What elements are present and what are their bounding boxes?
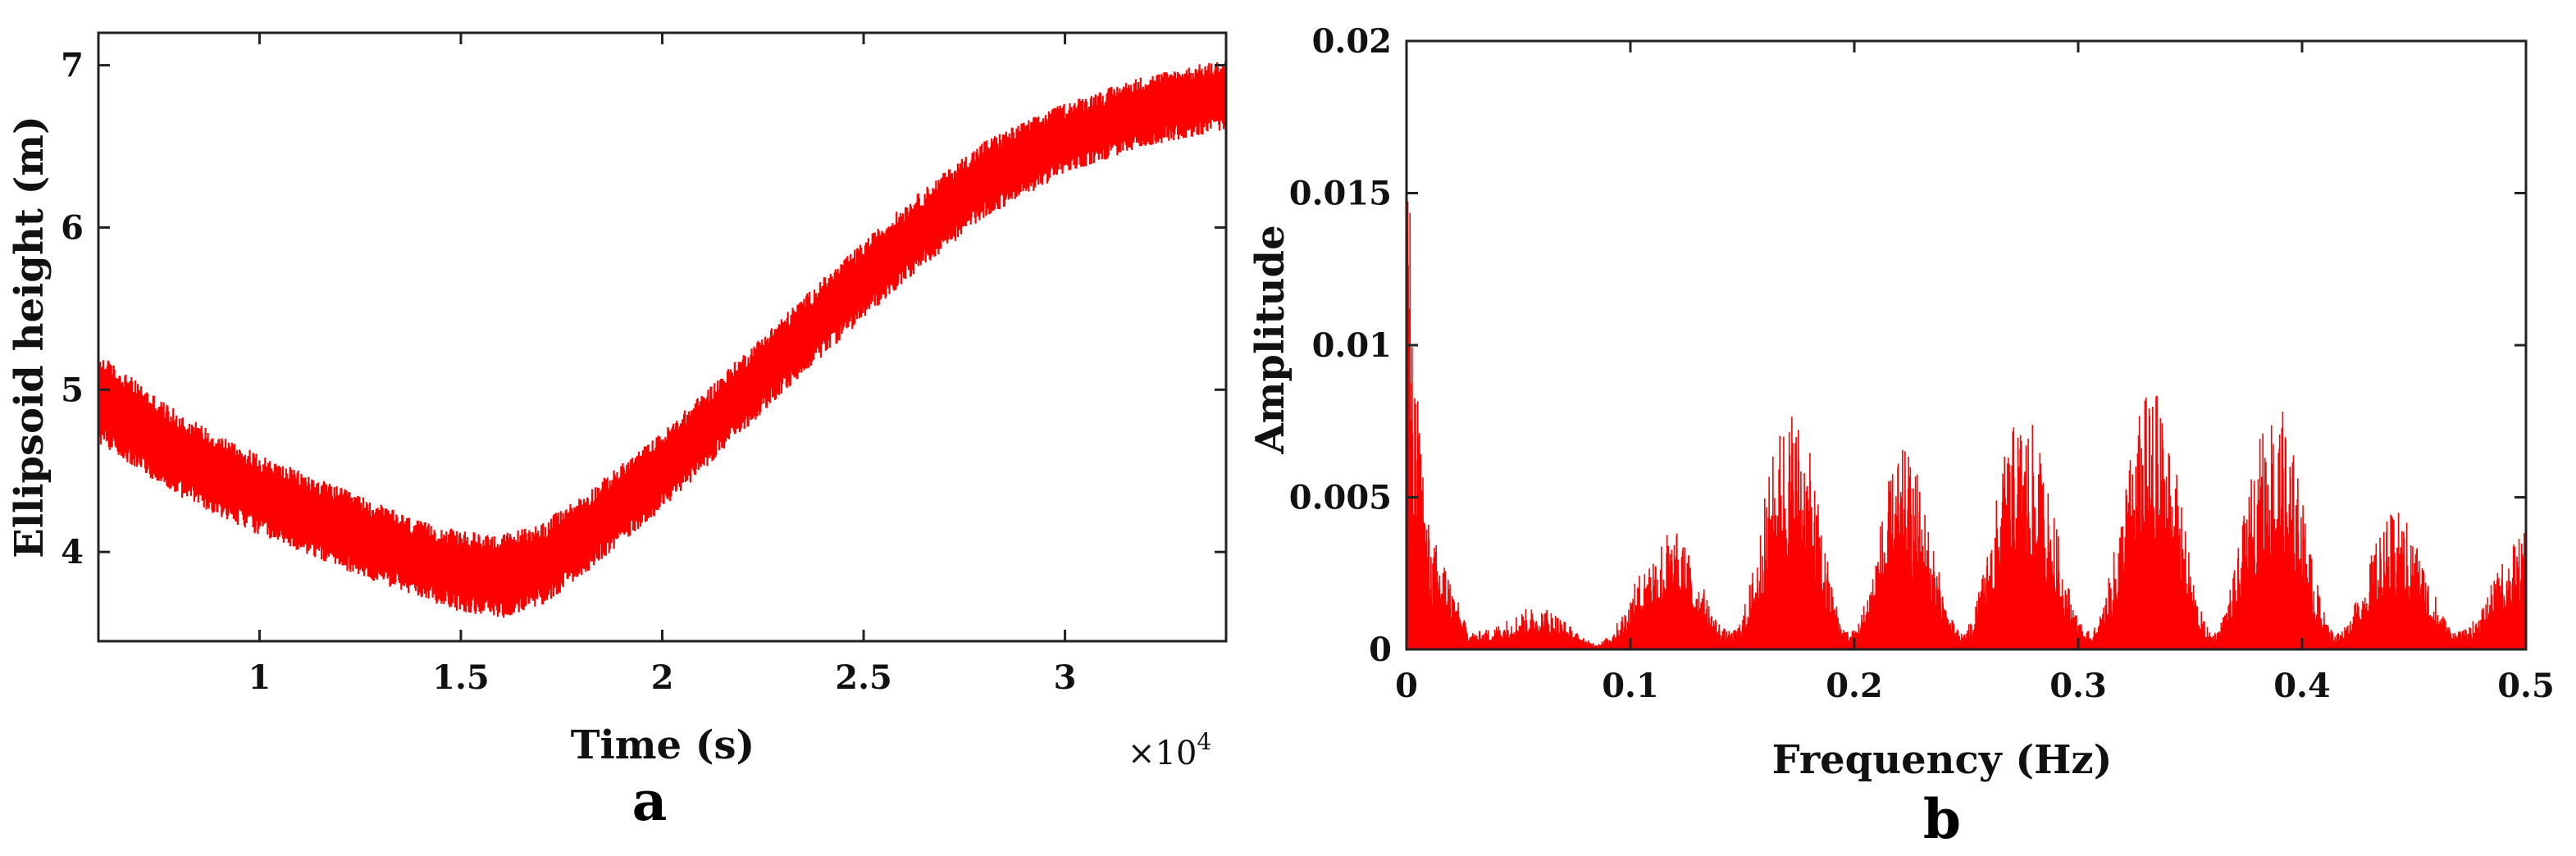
panel-a-y-tick-label: 7 <box>61 47 84 85</box>
panel-b-y-tick-label: 0.015 <box>1289 175 1392 213</box>
panel-a-x-multiplier: ×104 <box>1128 728 1211 772</box>
panel-b-x-tick-label: 0 <box>1395 667 1418 705</box>
panel-b-label: b <box>1923 787 1961 851</box>
panel-a-x-multiplier-base: ×10 <box>1128 735 1197 772</box>
panel-b-y-tick-label: 0.005 <box>1289 479 1392 517</box>
panel-a-x-tick-label: 2.5 <box>835 658 892 697</box>
panel-a-ticks: 1 1.5 2 2.5 3 4 5 6 7 <box>61 33 1226 697</box>
panel-b-x-tick-label: 0.5 <box>2497 667 2555 705</box>
panel-b-series-line <box>1406 201 2527 650</box>
panel-b-x-tick-label: 0.4 <box>2273 667 2331 705</box>
panel-b-x-tick-label: 0.2 <box>1826 667 1883 705</box>
panel-b-y-tick-label: 0.02 <box>1312 22 1392 61</box>
panel-b-y-tick-label: 0 <box>1369 631 1392 669</box>
panel-a-y-tick-label: 6 <box>61 208 84 247</box>
panel-a-y-tick-label: 4 <box>61 533 84 571</box>
panel-a-x-tick-label: 2 <box>651 658 674 697</box>
panel-b-x-tick-label: 0.3 <box>2049 667 2107 705</box>
panel-a-y-tick-label: 5 <box>61 371 84 409</box>
panel-b-x-axis-title: Frequency (Hz) <box>1772 737 2113 783</box>
panel-a-label: a <box>632 769 668 833</box>
panel-b-ticks: 0 0.1 0.2 0.3 0.4 0.5 0 0.005 0.01 0.015 0.02 <box>1289 22 2555 705</box>
panel-a-x-axis-title: Time (s) <box>571 722 755 768</box>
panel-b-spectrum: 0 0.1 0.2 0.3 0.4 0.5 0 0.005 0.01 0.015 0.02 Freq… <box>1247 22 2555 851</box>
panel-a-series-line <box>97 61 1228 618</box>
panel-b-y-axis-title: Amplitude <box>1247 225 1293 454</box>
panel-a-x-multiplier-exponent: 4 <box>1197 728 1211 755</box>
panel-a-x-tick-label: 1.5 <box>432 658 490 697</box>
panel-a-plot-lines <box>97 61 1228 618</box>
panel-b-y-tick-label: 0.01 <box>1312 326 1392 365</box>
panel-a-y-axis-title: Ellipsoid height (m) <box>7 116 52 558</box>
panel-a-time-series: 1 1.5 2 2.5 3 4 5 6 7 Time (s) Ellipsoid height … <box>7 31 1228 833</box>
panel-a-x-tick-label: 3 <box>1054 658 1077 697</box>
panel-b-x-tick-label: 0.1 <box>1602 667 1659 705</box>
panel-b-plot-lines <box>1406 201 2527 650</box>
panel-b-axes-frame <box>1405 39 2528 651</box>
panel-a-x-tick-label: 1 <box>248 658 271 697</box>
